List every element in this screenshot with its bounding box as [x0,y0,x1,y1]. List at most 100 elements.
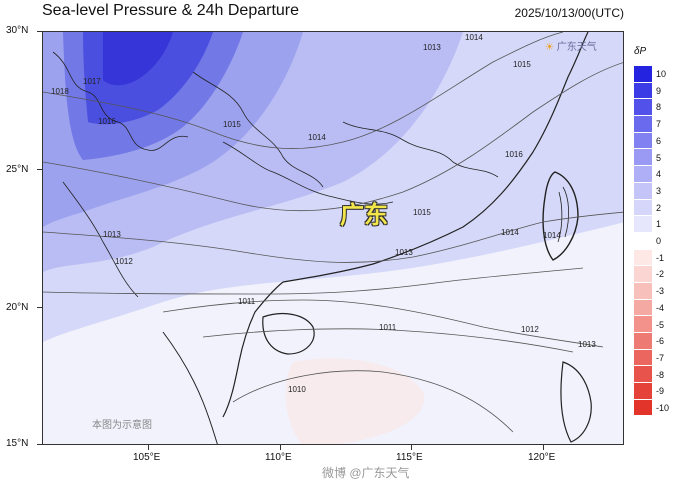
isobar [43,267,584,295]
lat-label-30: 30°N [6,25,29,36]
colorbar-swatch [634,232,652,250]
colorbar-level-label: -7 [656,352,665,363]
isobar-label: 1012 [115,257,133,266]
lon-label-115: 115°E [396,452,423,463]
isobar [162,299,604,348]
colorbar-swatch [634,99,652,117]
lat-tick [37,169,42,170]
isobar-label: 1013 [578,340,596,349]
isobar-label: 1013 [423,43,441,52]
terrain-contour [62,181,139,298]
schematic-watermark: 本图为示意图 [92,420,152,431]
isobar-label: 1010 [288,385,306,394]
lat-tick [37,31,42,32]
footer-credit: 微博 @广东天气 [322,466,410,480]
colorbar-swatch [634,149,652,167]
lon-tick [280,445,281,450]
colorbar-level-label: 5 [656,152,662,163]
colorbar-swatch [634,182,652,200]
coastline-west [222,281,284,418]
isobar-label: 1011 [379,323,397,332]
isobar-label: 1016 [98,117,116,126]
colorbar-swatch [634,349,652,367]
colorbar-level-label: 4 [656,169,662,180]
colorbar-level-label: 2 [656,202,662,213]
colorbar-level-label: 6 [656,135,662,146]
logo-text: 广东天气 [556,42,597,53]
isobar-label: 1014 [501,228,519,237]
colorbar-level-label: -1 [656,252,665,263]
colorbar-level-label: 0 [656,236,662,246]
colorbar-level-label: 10 [656,69,667,79]
colorbar-level-label: 1 [656,219,662,230]
lat-label-25: 25°N [6,164,29,175]
datetime-label: 2025/10/13/00(UTC) [514,6,624,20]
sun-cloud-icon: ☀ [545,42,554,53]
colorbar-level-label: -3 [656,286,665,297]
colorbar-swatch [634,299,652,317]
isobar-label: 1018 [51,87,69,96]
taiwan-contours [557,186,569,243]
colorbar-level-label: 8 [656,102,662,113]
lat-tick [37,307,42,308]
isobar-label: 1016 [505,150,523,159]
colorbar-swatch [634,199,652,217]
colorbar-swatch [634,282,652,300]
isobar-label: 1013 [103,230,121,239]
lat-label-20: 20°N [6,302,29,313]
isobar [43,211,623,263]
colorbar-level-label: -10 [656,403,670,413]
taiwan-island [542,171,579,261]
coastline-mainland [282,32,589,283]
colorbar-level-label: 7 [656,119,662,130]
lon-tick [148,445,149,450]
region-label-guangdong: 广东 [340,202,388,229]
terrain-contour [222,141,394,205]
isobar-label: 1017 [83,77,101,86]
isobar-label: 1015 [513,60,531,69]
isobar-label: 1015 [413,208,431,217]
colorbar-level-label: -9 [656,386,665,397]
terrain-contour [192,71,324,188]
isobar-label: 1015 [223,120,241,129]
colorbar-level-label: 9 [656,85,662,96]
colorbar-symbol: δP [634,46,647,57]
isobar [43,32,564,149]
colorbar-swatch [634,116,652,133]
colorbar-swatch [634,333,652,350]
indochina-coast [162,331,218,444]
colorbar-swatch [634,383,652,400]
isobar-label: 1014 [465,33,483,42]
isobar-label: 1014 [543,231,561,240]
colorbar-level-label: -6 [656,336,665,347]
hainan-island [262,313,315,355]
lon-label-105: 105°E [133,452,161,463]
lon-label-120: 120°E [528,452,556,463]
colorbar-swatch [634,132,652,150]
colorbar-level-label: 3 [656,185,662,196]
isobar-label: 1012 [521,325,539,334]
colorbar-swatch [634,366,652,384]
colorbar-swatch [634,316,652,333]
colorbar-swatch [634,66,652,83]
isobar-label: 1011 [238,297,256,306]
field-negative-1 [285,358,425,444]
isobar [43,62,623,212]
isobar-label: 1014 [308,133,326,142]
luzon-island [560,361,592,443]
lon-tick [411,445,412,450]
colorbar-level-label: -8 [656,369,665,380]
chart-title: Sea-level Pressure & 24h Departure [42,2,300,19]
colorbar-level-label: -2 [656,269,665,280]
weather-logo: ☀ 广东天气 [545,38,597,53]
lat-tick [37,444,42,445]
colorbar-swatch [634,166,652,183]
terrain-contour [52,51,189,151]
lon-tick [543,445,544,450]
isobar-label: 1013 [395,248,413,257]
colorbar-level-label: -4 [656,302,665,313]
colorbar-swatch [634,82,652,100]
colorbar-swatch [634,399,652,417]
colorbar [634,66,652,417]
field-level-10 [103,32,173,86]
